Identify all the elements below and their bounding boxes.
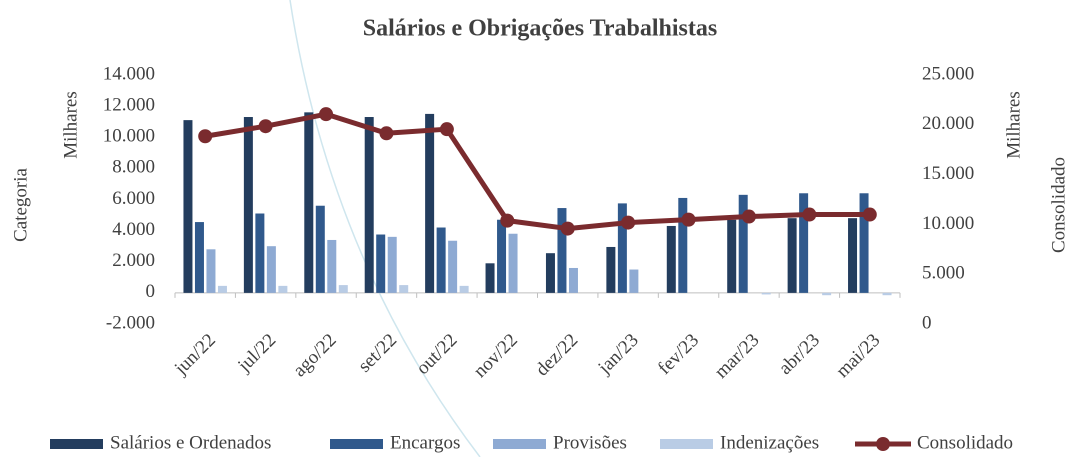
bar — [278, 285, 288, 293]
left-axis-title: Categoria — [10, 168, 31, 242]
chart-title: Salários e Obrigações Trabalhistas — [363, 16, 717, 42]
legend-label: Encargos — [390, 432, 460, 453]
line-marker — [802, 207, 817, 222]
y2-tick-label: 15.000 — [922, 163, 974, 184]
bar — [485, 263, 495, 293]
bar — [206, 249, 216, 293]
y-tick-label: 6.000 — [112, 188, 155, 209]
bar — [315, 205, 325, 293]
legend-swatch — [50, 439, 103, 449]
line-marker — [319, 107, 334, 122]
bar — [508, 233, 518, 293]
legend-label: Indenizações — [720, 432, 819, 453]
legend-swatch — [876, 437, 890, 451]
line-marker — [862, 207, 877, 222]
y-tick-label: 14.000 — [103, 63, 155, 84]
bar — [848, 218, 858, 293]
bar — [364, 117, 374, 293]
y2-tick-label: 20.000 — [922, 113, 974, 134]
x-tick-label: dez/22 — [532, 330, 583, 381]
bar — [183, 120, 193, 293]
bar — [376, 234, 386, 293]
x-tick-label: jul/22 — [233, 330, 280, 377]
x-tick-label: nov/22 — [470, 330, 522, 382]
bar — [882, 292, 892, 296]
legend-label: Salários e Ordenados — [110, 432, 271, 453]
bar — [822, 292, 832, 296]
bar — [859, 193, 869, 293]
legend-swatch — [660, 439, 713, 449]
bar — [678, 197, 688, 293]
y2-tick-label: 0 — [922, 312, 932, 333]
x-tick-label: mar/23 — [711, 330, 764, 383]
y-tick-label: 8.000 — [112, 157, 155, 178]
line-marker — [198, 129, 213, 144]
bar — [387, 236, 397, 293]
bar — [194, 222, 204, 293]
line-marker — [379, 126, 394, 141]
line-marker — [741, 209, 756, 224]
x-tick-label: jun/22 — [170, 330, 220, 380]
bar — [799, 193, 809, 293]
line-marker — [681, 212, 696, 227]
x-tick-label: out/22 — [412, 330, 461, 379]
x-tick-label: fev/23 — [654, 330, 703, 379]
bar — [761, 292, 771, 295]
x-tick-label: abr/23 — [775, 330, 824, 379]
y2-tick-label: 10.000 — [922, 213, 974, 234]
bar — [448, 240, 458, 293]
bar — [787, 218, 797, 293]
y-tick-label: 0 — [146, 281, 156, 302]
x-tick-label: mai/23 — [832, 330, 884, 382]
y-axis-label: Milhares — [60, 91, 81, 159]
bar — [606, 246, 616, 293]
bar — [545, 253, 555, 293]
legend-label: Provisões — [553, 432, 627, 453]
bar — [557, 208, 567, 293]
bar — [327, 239, 337, 293]
bar — [338, 285, 348, 293]
legend-swatch — [330, 439, 383, 449]
bar — [425, 113, 435, 293]
line-marker — [258, 119, 273, 134]
y2-axis-label: Milhares — [1003, 91, 1024, 159]
y-tick-label: 12.000 — [103, 94, 155, 115]
y-tick-label: 4.000 — [112, 219, 155, 240]
bar — [217, 285, 227, 293]
bar — [399, 285, 409, 293]
right-axis-title: Consolidado — [1048, 157, 1069, 253]
y2-tick-label: 5.000 — [922, 263, 965, 284]
line — [204, 111, 870, 232]
line-marker — [560, 221, 575, 236]
x-tick-label: set/22 — [354, 330, 401, 377]
bar — [497, 219, 507, 293]
line-marker — [500, 213, 515, 228]
y-tick-label: 10.000 — [103, 126, 155, 147]
bar — [436, 227, 446, 293]
x-tick-label: ago/22 — [289, 330, 340, 381]
legend-swatch — [493, 439, 546, 449]
line-marker — [621, 215, 636, 230]
bar — [255, 213, 265, 293]
line-marker — [439, 122, 454, 137]
bar — [666, 225, 676, 293]
bar — [266, 246, 276, 293]
bar — [617, 203, 627, 293]
bar — [304, 112, 314, 293]
y2-tick-label: 25.000 — [922, 63, 974, 84]
y-tick-label: -2.000 — [106, 312, 155, 333]
bar — [568, 267, 578, 293]
decoration — [289, 0, 481, 457]
y-tick-label: 2.000 — [112, 250, 155, 271]
x-tick-label: jan/23 — [594, 330, 643, 379]
legend-label: Consolidado — [917, 432, 1013, 453]
bar — [738, 194, 748, 293]
bar — [459, 285, 469, 293]
bar — [727, 219, 737, 293]
bar — [243, 117, 253, 293]
bar — [629, 269, 639, 293]
